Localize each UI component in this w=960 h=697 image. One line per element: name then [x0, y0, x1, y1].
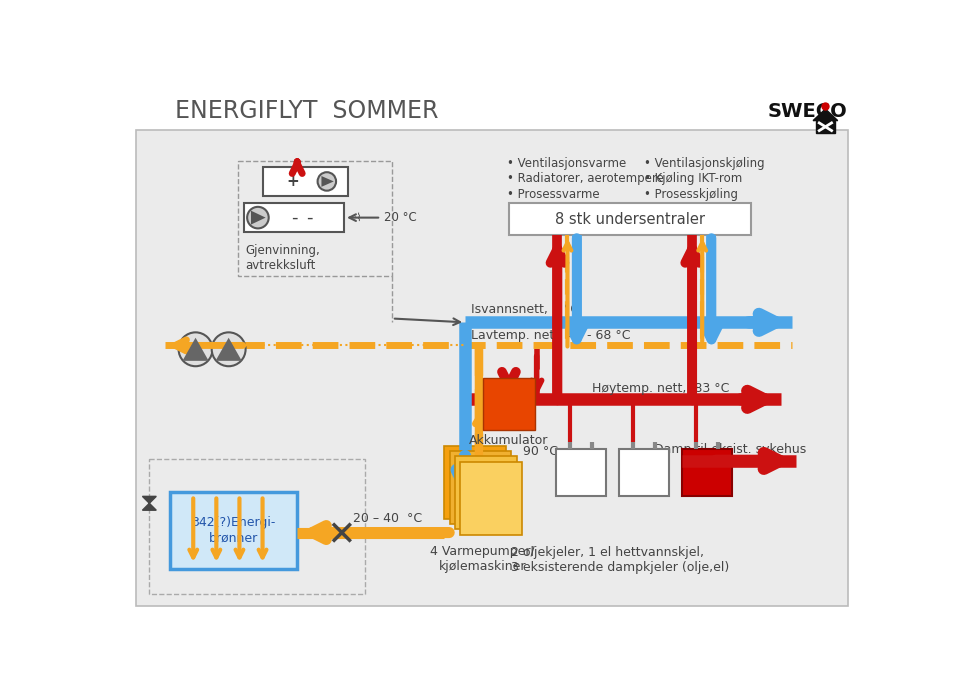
- Text: • Prosessvarme: • Prosessvarme: [508, 187, 600, 201]
- Text: -: -: [306, 208, 312, 227]
- Bar: [444, 445, 506, 519]
- Polygon shape: [142, 496, 156, 510]
- Circle shape: [212, 332, 246, 366]
- Bar: [150, 459, 365, 594]
- Text: • Kjøling IKT-rom: • Kjøling IKT-rom: [644, 172, 743, 185]
- Polygon shape: [216, 338, 242, 361]
- Text: • Radiatorer, aerotempere: • Radiatorer, aerotempere: [508, 172, 664, 185]
- Text: Damp til eksist. sykehus: Damp til eksist. sykehus: [654, 443, 806, 457]
- Text: 90 °C: 90 °C: [523, 445, 558, 458]
- Bar: [449, 451, 512, 524]
- Text: Gjenvinning,
avtrekksluft: Gjenvinning, avtrekksluft: [246, 244, 321, 273]
- Text: 20 °C: 20 °C: [384, 211, 417, 224]
- Bar: [263, 167, 348, 196]
- Text: ENERGIFLYT  SOMMER: ENERGIFLYT SOMMER: [175, 100, 439, 123]
- Polygon shape: [182, 338, 208, 361]
- Circle shape: [247, 207, 269, 229]
- Text: SWECO: SWECO: [768, 102, 848, 121]
- Polygon shape: [251, 210, 266, 224]
- Text: Høytemp. nett,  83 °C: Høytemp. nett, 83 °C: [592, 382, 730, 395]
- Text: +: +: [287, 174, 300, 189]
- Text: Lavtemp. nett, 40 - 68 °C: Lavtemp. nett, 40 - 68 °C: [471, 330, 631, 342]
- Text: 8 stk undersentraler: 8 stk undersentraler: [555, 212, 706, 227]
- Text: 20 – 40  °C: 20 – 40 °C: [353, 512, 422, 526]
- Bar: [244, 203, 344, 232]
- Text: • Prosesskjøling: • Prosesskjøling: [644, 187, 738, 201]
- Polygon shape: [813, 109, 838, 121]
- Bar: [619, 450, 669, 496]
- Text: Akkumulator: Akkumulator: [469, 434, 548, 447]
- Bar: [509, 203, 752, 236]
- Bar: [483, 378, 535, 430]
- Text: ~⌇: ~⌇: [348, 213, 363, 222]
- Text: • Ventilasjonsvarme: • Ventilasjonsvarme: [508, 157, 627, 170]
- Text: -: -: [291, 208, 298, 227]
- Text: 4 Varmepumper/
kjølemaskiner: 4 Varmepumper/ kjølemaskiner: [430, 545, 535, 573]
- Text: 342(?)Energi-
brønner: 342(?)Energi- brønner: [191, 516, 276, 544]
- Bar: [816, 121, 834, 133]
- Bar: [238, 160, 392, 276]
- Text: • Ventilasjonskjøling: • Ventilasjonskjøling: [644, 157, 765, 170]
- Text: Isvannsnett, 5 °C: Isvannsnett, 5 °C: [471, 303, 579, 316]
- Bar: [170, 492, 298, 569]
- Bar: [683, 450, 732, 496]
- Text: 2 oljekjeler, 1 el hettvannskjel,
3 eksisterende dampkjeler (olje,el): 2 oljekjeler, 1 el hettvannskjel, 3 eksi…: [512, 546, 730, 574]
- Circle shape: [179, 332, 212, 366]
- Bar: [455, 457, 516, 530]
- Polygon shape: [322, 176, 334, 187]
- Bar: [461, 461, 522, 535]
- FancyBboxPatch shape: [136, 130, 848, 606]
- Circle shape: [318, 172, 336, 191]
- Bar: [556, 450, 606, 496]
